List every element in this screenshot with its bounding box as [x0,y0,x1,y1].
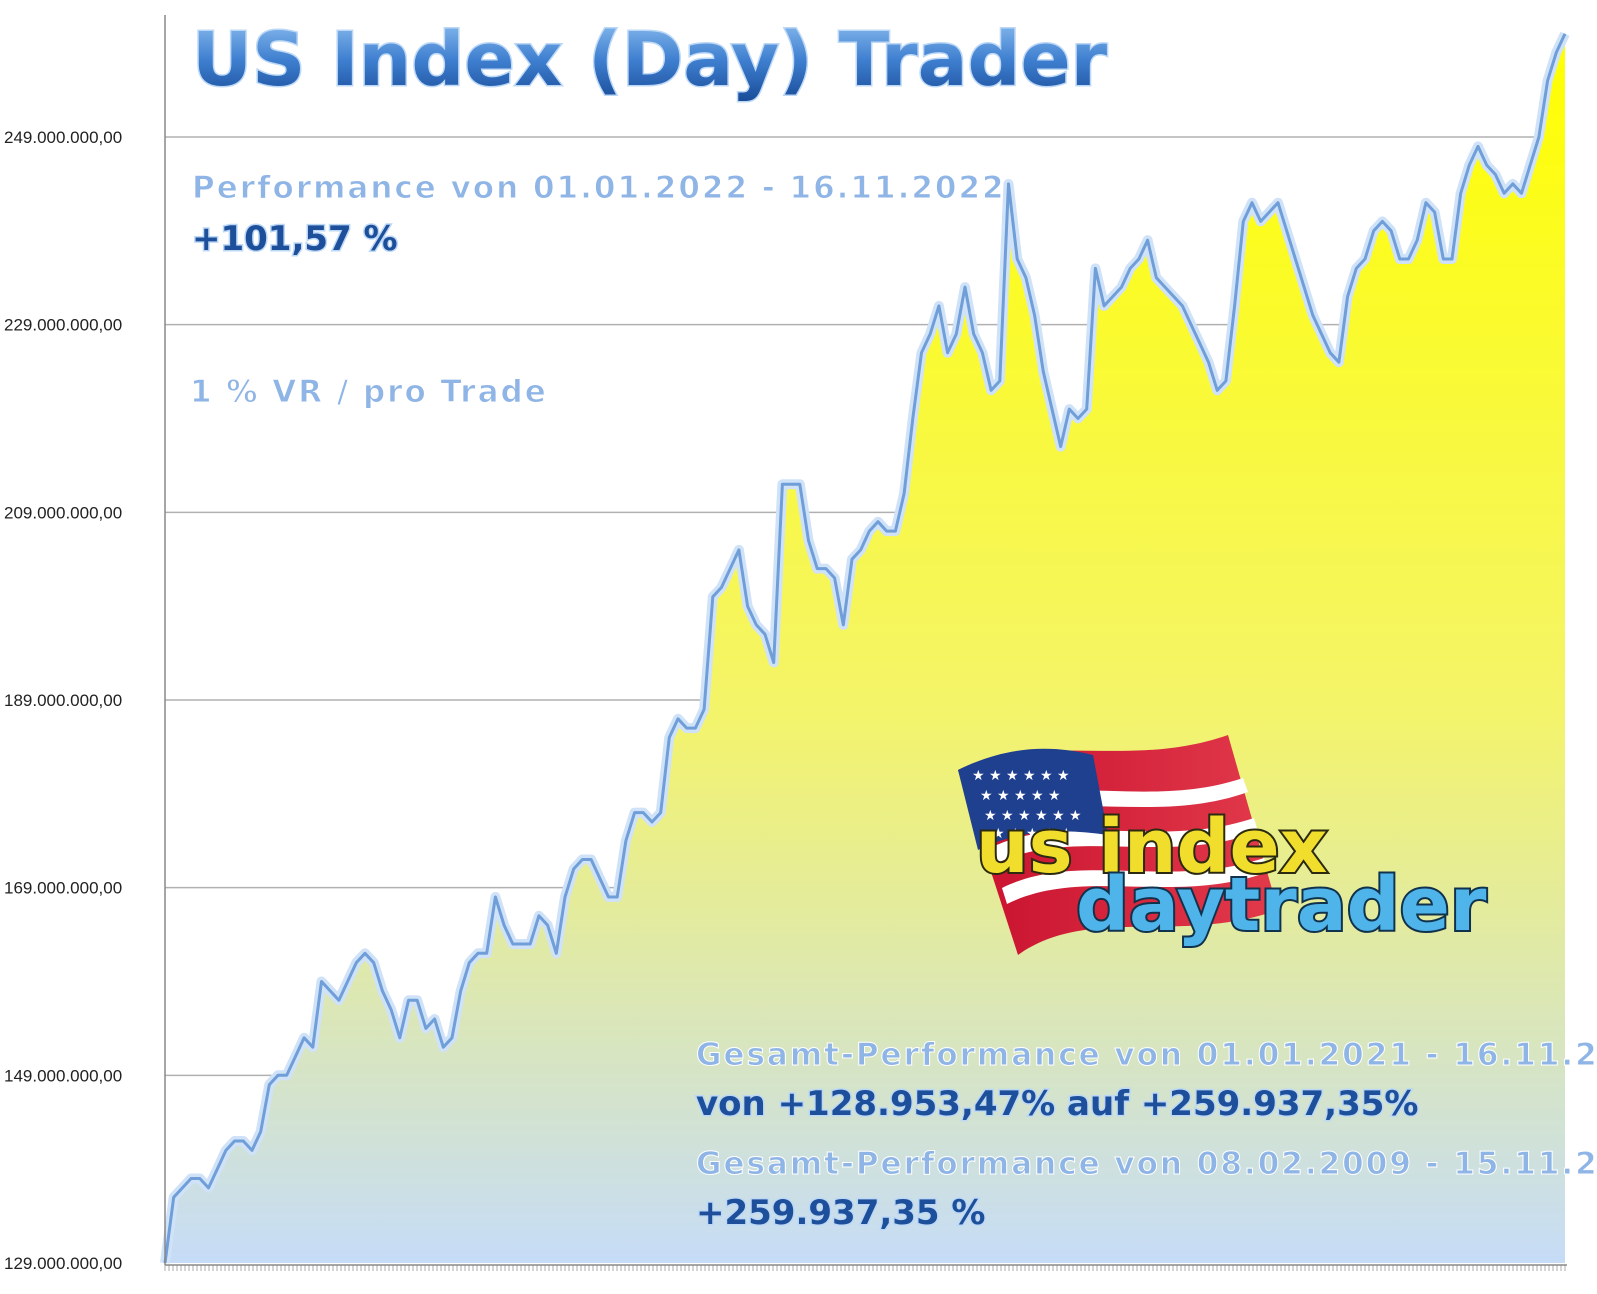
performance-label: Performance von 01.01.2022 - 16.11.2022 [192,170,1006,206]
y-tick-label: 149.000.000,00 [4,1066,122,1085]
y-tick-label: 209.000.000,00 [4,503,122,522]
star-icon: ★ ★ ★ ★ ★ ★ ★ ★ ★ ★ ★ ★ ★ ★ ★ ★ ★ ★ ★ ★ … [972,768,1082,842]
total2-value: +259.937,35 % [696,1193,985,1233]
y-tick-label: 169.000.000,00 [4,879,122,898]
chart-title: US Index (Day) Trader [192,17,1108,103]
equity-line [163,33,1567,1264]
total2-label: Gesamt-Performance von 08.02.2009 - 15.1… [696,1146,1597,1182]
y-tick-label: 249.000.000,00 [4,128,122,147]
y-axis-ticks: 129.000.000,00 149.000.000,00 169.000.000,… [4,128,122,1273]
svg-text:★ ★ ★ ★ ★: ★ ★ ★ ★ ★ [980,788,1061,804]
y-tick-label: 189.000.000,00 [4,691,122,710]
svg-text:★ ★ ★ ★ ★: ★ ★ ★ ★ ★ [992,826,1073,842]
risk-label: 1 % VR / pro Trade [190,374,548,410]
total1-label: Gesamt-Performance von 01.01.2021 - 16.1… [696,1037,1597,1073]
y-tick-label: 229.000.000,00 [4,316,122,335]
usindex-daytrader-logo: ★ ★ ★ ★ ★ ★ ★ ★ ★ ★ ★ ★ ★ ★ ★ ★ ★ ★ ★ ★ … [958,735,1489,955]
svg-text:★ ★ ★ ★ ★ ★: ★ ★ ★ ★ ★ ★ [984,808,1082,824]
performance-value: +101,57 % [192,219,398,259]
svg-text:★ ★ ★ ★ ★ ★: ★ ★ ★ ★ ★ ★ [972,768,1070,784]
logo-line1: us index [976,804,1327,890]
y-tick-label: 129.000.000,00 [4,1254,122,1273]
flag-white-stripes [978,778,1268,904]
flag-canton [958,748,1108,850]
total1-value: von +128.953,47% auf +259.937,35% [696,1084,1418,1124]
logo-line2: daytrader [1076,862,1487,948]
x-axis-ticks [164,1265,1566,1271]
equity-area [165,33,1565,1263]
